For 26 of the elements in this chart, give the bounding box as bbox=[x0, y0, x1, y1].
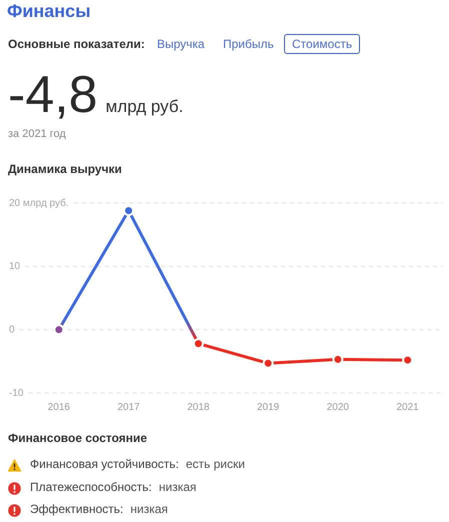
text: есть риски bbox=[186, 457, 245, 471]
x-tick-label: 2019 bbox=[257, 402, 280, 413]
y-tick-label: -10 bbox=[9, 388, 24, 399]
x-tick-label: 2020 bbox=[326, 402, 350, 413]
text: млрд руб. bbox=[106, 97, 184, 116]
text: Финансовое состояние bbox=[8, 431, 148, 445]
chart-title: Динамика выручки bbox=[8, 162, 122, 176]
x-tick-label: 2017 bbox=[118, 402, 140, 413]
text: за 2021 год bbox=[8, 128, 66, 140]
tab: Выручка bbox=[157, 38, 205, 50]
y-tick-label: 0 bbox=[9, 324, 15, 336]
text: низкая bbox=[130, 502, 168, 516]
y-tick-label: 10 bbox=[9, 261, 21, 272]
text: Финансовая устойчивость: bbox=[30, 457, 179, 471]
x-tick-label: 2016 bbox=[48, 402, 70, 413]
text: Финансы bbox=[7, 1, 91, 21]
text: Основные показатели: bbox=[8, 37, 145, 51]
text: -4,8 bbox=[8, 66, 98, 124]
x-tick-label: 2018 bbox=[187, 402, 210, 413]
tab: Прибыль bbox=[223, 38, 274, 50]
y-tick-label: 20 млрд руб. bbox=[9, 198, 69, 209]
text: низкая bbox=[158, 480, 196, 494]
text: Платежеспособность: bbox=[30, 480, 152, 494]
text: Эффективность: bbox=[30, 502, 124, 516]
x-tick-label: 2021 bbox=[396, 402, 420, 413]
tab: Стоимость bbox=[284, 34, 360, 54]
